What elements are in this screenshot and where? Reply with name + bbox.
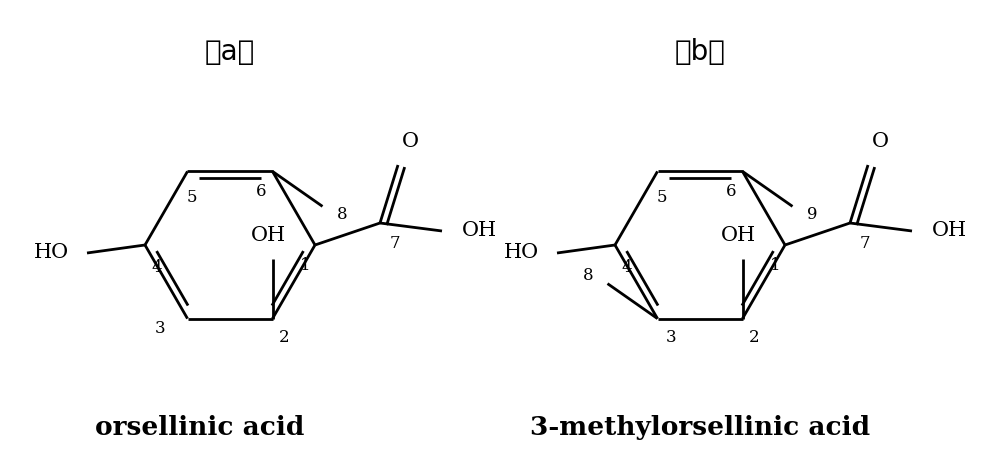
Text: 6: 6 xyxy=(726,183,736,200)
Text: 6: 6 xyxy=(256,183,267,200)
Text: 4: 4 xyxy=(151,259,162,276)
Text: O: O xyxy=(402,132,419,151)
Text: （b）: （b） xyxy=(674,38,725,66)
Text: OH: OH xyxy=(721,226,756,244)
Text: 1: 1 xyxy=(770,257,781,274)
Text: 2: 2 xyxy=(279,329,289,346)
Text: OH: OH xyxy=(251,226,286,244)
Text: 7: 7 xyxy=(390,235,401,252)
Text: 4: 4 xyxy=(621,259,631,276)
Text: 2: 2 xyxy=(748,329,759,346)
Text: HO: HO xyxy=(34,244,69,262)
Text: HO: HO xyxy=(503,244,539,262)
Text: OH: OH xyxy=(462,221,498,241)
Text: orsellinic acid: orsellinic acid xyxy=(95,415,305,440)
Text: 5: 5 xyxy=(656,189,666,206)
Text: 5: 5 xyxy=(186,189,197,206)
Text: 7: 7 xyxy=(860,235,870,252)
Text: OH: OH xyxy=(932,221,967,241)
Text: 3-methylorsellinic acid: 3-methylorsellinic acid xyxy=(529,415,870,440)
Text: 3: 3 xyxy=(665,329,676,346)
Text: O: O xyxy=(872,132,889,151)
Text: 1: 1 xyxy=(301,257,311,274)
Text: 8: 8 xyxy=(582,267,593,284)
Text: 3: 3 xyxy=(155,320,166,337)
Text: 9: 9 xyxy=(806,206,817,223)
Text: 8: 8 xyxy=(337,206,347,223)
Text: （a）: （a） xyxy=(205,38,255,66)
